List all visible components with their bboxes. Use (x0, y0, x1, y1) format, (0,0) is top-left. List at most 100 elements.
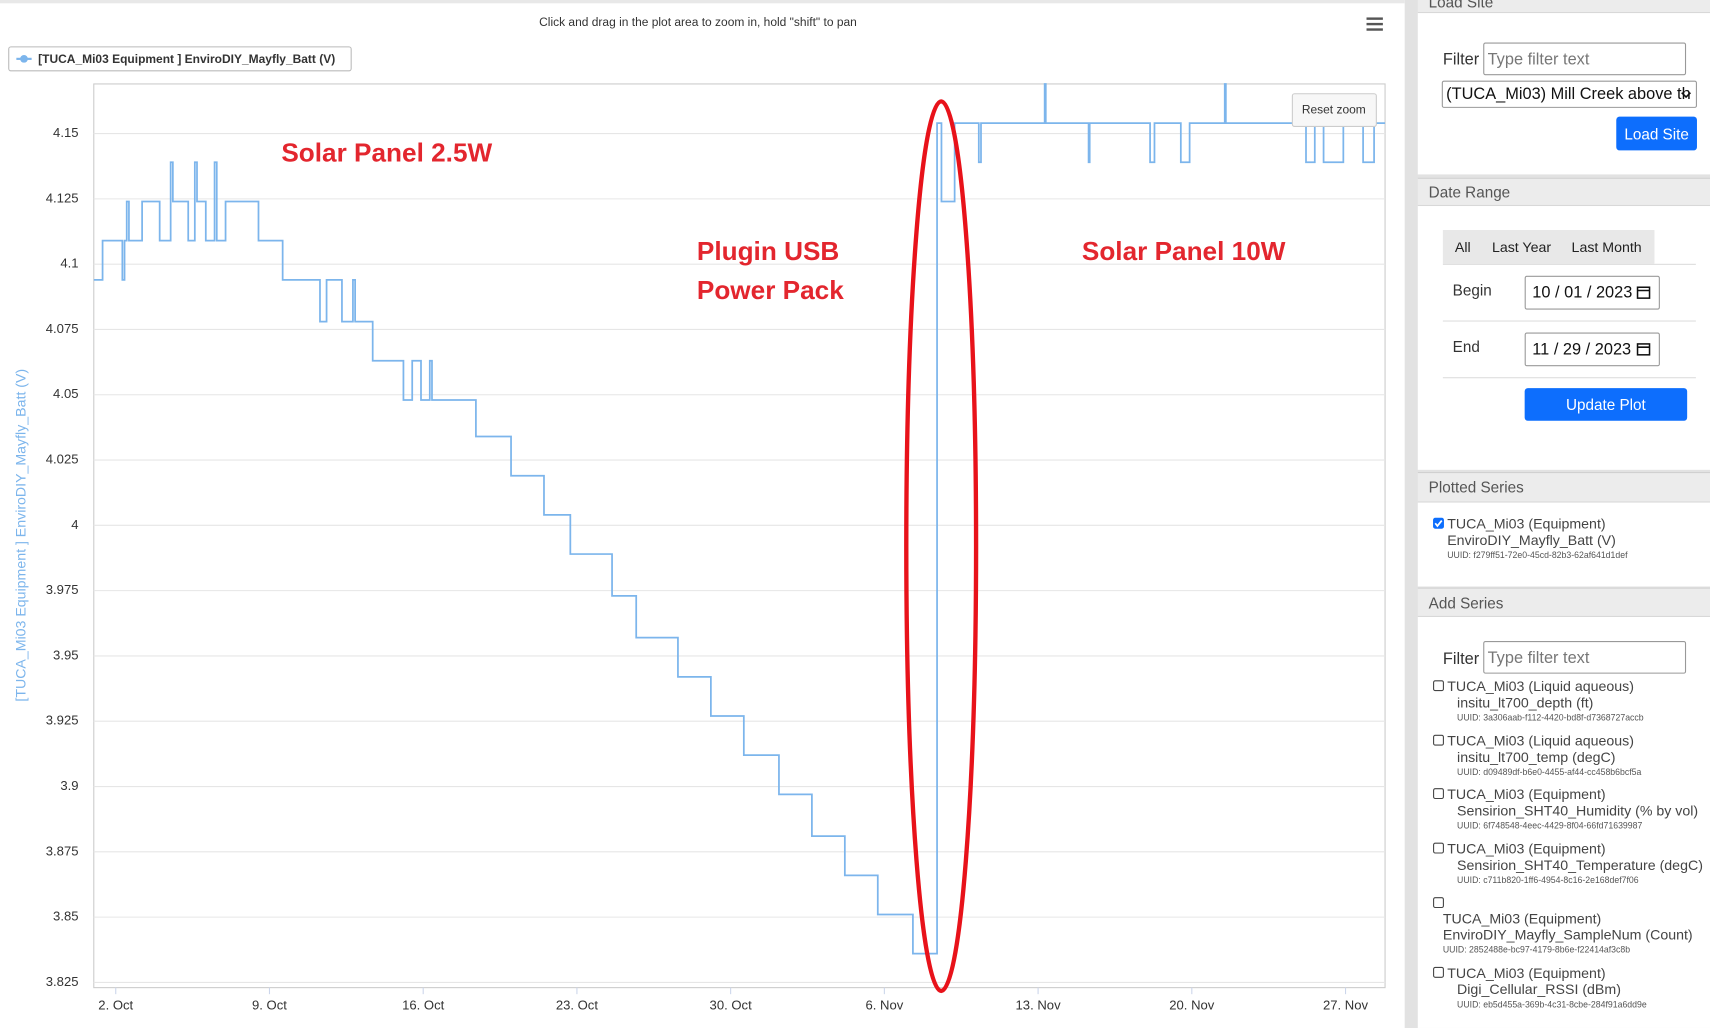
chart: Click and drag in the plot area to zoom … (0, 0, 1405, 1028)
x-tick-label: 6. Nov (865, 998, 903, 1013)
x-tick-label: 27. Nov (1323, 998, 1369, 1013)
check-mark (1434, 519, 1443, 528)
y-tick-label: 3.85 (53, 909, 78, 924)
y-tick-label: 4.125 (46, 190, 79, 205)
checkbox[interactable] (1433, 734, 1444, 746)
tab-bar (1442, 230, 1655, 264)
y-tick-label: 4 (71, 517, 78, 532)
y-tick-label: 3.95 (53, 647, 78, 662)
panel-body (1417, 616, 1710, 1028)
x-tick-label: 23. Oct (556, 998, 599, 1013)
menu-bar (1366, 17, 1383, 20)
button-label: Reset zoom (1302, 102, 1366, 116)
chart-background (0, 0, 1405, 1028)
menu-bar (1366, 22, 1383, 26)
series-label: TUCA_Mi03 (Equipment) (1447, 964, 1606, 982)
annotation: Solar Panel 2.5W (281, 138, 492, 168)
button-box (1291, 93, 1377, 127)
divider (1442, 377, 1696, 379)
panel-body (1417, 502, 1710, 587)
checkbox[interactable] (1433, 680, 1444, 692)
series-uuid: UUID: d09489df-b6e0-4455-af44-cc458b6bcf… (1457, 767, 1642, 778)
series-label: TUCA_Mi03 (Equipment) (1447, 515, 1606, 532)
checkbox[interactable] (1433, 517, 1444, 529)
filter-input[interactable]: Type filter text (1483, 640, 1687, 674)
series-uuid: UUID: eb5d455a-369b-4c31-8cbe-284f91a6dd… (1457, 999, 1647, 1010)
menu-button[interactable] (1366, 17, 1383, 31)
calendar-icon[interactable] (1636, 341, 1651, 356)
y-tick-label: 3.925 (46, 713, 79, 728)
menu-bar (1366, 28, 1383, 31)
checkbox[interactable] (1433, 842, 1444, 854)
calendar-icon[interactable] (1636, 285, 1651, 300)
highlight-ellipse (904, 99, 979, 994)
plot-border (93, 83, 1386, 989)
tab[interactable]: Last Month (1571, 238, 1642, 256)
legend-label: [TUCA_Mi03 Equipment ] EnviroDIY_Mayfly_… (38, 52, 335, 66)
site-select[interactable]: (TUCA_Mi03) Mill Creek above th (1441, 80, 1697, 108)
x-tick-label: 13. Nov (1016, 998, 1062, 1013)
series-label: EnviroDIY_Mayfly_SampleNum (Count) (1442, 926, 1693, 943)
divider (1442, 263, 1696, 265)
y-tick-label: 4.025 (46, 451, 79, 466)
tab[interactable]: Last Year (1491, 238, 1552, 256)
series-label: EnviroDIY_Mayfly_Batt (V) (1447, 531, 1616, 549)
series-uuid: UUID: 2852488e-bc97-4179-8b6e-f22414af3c… (1442, 945, 1631, 955)
series-label: insitu_lt700_temp (degC) (1457, 748, 1616, 766)
panel-header: Plotted Series (1417, 472, 1710, 503)
legend-box (8, 46, 352, 72)
series-uuid: UUID: c711b820-1ff6-4954-8c16-2e168def7f… (1457, 875, 1639, 886)
data-line (93, 83, 1386, 955)
series-label: Sensirion_SHT40_Temperature (degC) (1457, 856, 1703, 874)
legend: [TUCA_Mi03 Equipment ] EnviroDIY_Mayfly_… (8, 46, 352, 72)
chart-subtitle: Click and drag in the plot area to zoom … (539, 15, 857, 29)
end-date-input[interactable]: 11 / 29 / 2023 (1524, 332, 1660, 367)
series-label: TUCA_Mi03 (Liquid aqueous) (1447, 678, 1635, 695)
filter-label: Filter (1442, 50, 1480, 69)
series-label: Sensirion_SHT40_Humidity (% by vol) (1457, 802, 1699, 819)
series-label: Digi_Cellular_RSSI (dBm) (1457, 981, 1621, 998)
y-tick-label: 3.875 (46, 843, 79, 858)
checkbox[interactable] (1433, 897, 1444, 909)
y-tick-label: 4.15 (53, 125, 78, 140)
filter-input[interactable]: Type filter text (1483, 42, 1687, 76)
panel-header: Add Series (1417, 587, 1710, 617)
annotation: Power Pack (697, 275, 844, 305)
select-arrow (1681, 92, 1692, 99)
x-tick-label: 9. Oct (252, 998, 287, 1013)
x-tick-label: 2. Oct (98, 998, 133, 1013)
y-tick-label: 4.075 (46, 321, 79, 336)
series-label: TUCA_Mi03 (Equipment) (1442, 910, 1602, 927)
x-tick-label: 20. Nov (1169, 998, 1215, 1013)
panel-header: Date Range (1417, 177, 1710, 207)
panel-header: Load Site (1417, 0, 1710, 14)
y-tick-label: 3.9 (60, 778, 78, 793)
divider (1442, 320, 1696, 322)
checkbox[interactable] (1433, 966, 1444, 978)
filter-label: Filter (1442, 649, 1480, 669)
series-label: TUCA_Mi03 (Liquid aqueous) (1447, 732, 1635, 749)
y-tick-label: 3.825 (46, 974, 79, 989)
series-label: insitu_lt700_depth (ft) (1457, 694, 1594, 711)
annotation: Plugin USB (697, 236, 839, 266)
tab[interactable]: All (1454, 238, 1471, 256)
checkbox[interactable] (1433, 788, 1444, 800)
y-tick-label: 3.975 (46, 582, 79, 597)
series-uuid: UUID: 3a306aab-f112-4420-bd8f-d7368727ac… (1457, 712, 1644, 723)
series-label: TUCA_Mi03 (Equipment) (1447, 785, 1606, 803)
annotation: Solar Panel 10W (1082, 236, 1286, 266)
top-edge (0, 0, 1405, 4)
series-uuid: UUID: 6f748548-4eec-4429-8f04-66fd716399… (1457, 820, 1643, 831)
x-tick-label: 30. Oct (710, 998, 753, 1013)
y-axis-label: [TUCA_Mi03 Equipment ] EnviroDIY_Mayfly_… (14, 369, 30, 702)
reset-zoom-button[interactable]: Reset zoom (1291, 93, 1377, 127)
y-tick-label: 4.1 (60, 256, 78, 271)
update-plot-button[interactable]: Update Plot (1524, 388, 1688, 421)
series-uuid: UUID: f279ff51-72e0-45cd-82b3-62af641d1d… (1447, 550, 1628, 561)
begin-label: Begin (1452, 281, 1492, 299)
series-label: TUCA_Mi03 (Equipment) (1447, 840, 1606, 857)
end-label: End (1452, 337, 1480, 356)
load-site-button[interactable]: Load Site (1616, 116, 1697, 151)
